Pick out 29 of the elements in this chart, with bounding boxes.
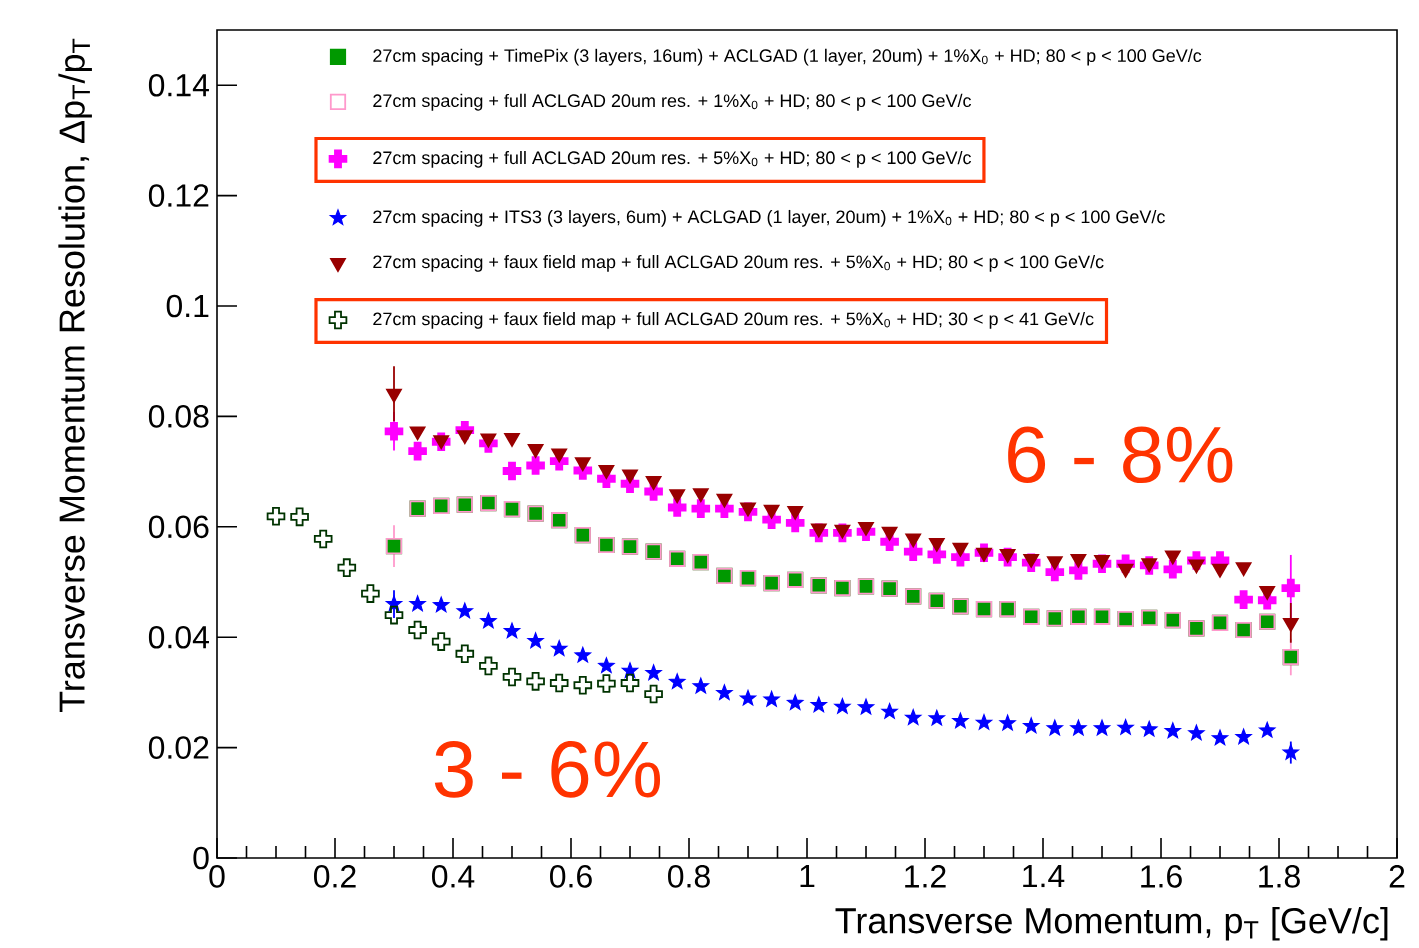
annotation: 6 - 8% <box>1008 426 1233 484</box>
y-tick-label: 0.04 <box>148 625 209 649</box>
x-axis-title: Transverse Momentum, p$_{T}$ [GeV/c] <box>835 907 1388 941</box>
x-tick-label: 1.8 <box>1259 865 1300 888</box>
y-tick-label: 0.06 <box>148 515 209 539</box>
legend-label: 27cm spacing + faux field map + full ACLGAD 20um res. + 5%X$_{0}$ + HD; 30 < p < 41 GeV/c <box>373 312 1094 329</box>
x-tick-label: 0.4 <box>432 865 475 888</box>
x-tick-label: 0 <box>209 865 225 888</box>
x-tick-label: 1.2 <box>905 865 946 888</box>
x-tick-label: 1.4 <box>1023 865 1065 888</box>
y-tick-label: 0.08 <box>148 405 209 428</box>
x-tick-label: 2 <box>1389 865 1405 888</box>
y-tick-label: 0.02 <box>148 736 209 759</box>
legend-label: 27cm spacing + ITS3 (3 layers, 6um) + ACLGAD (1 layer, 20um) + 1%X$_{0}$ + HD; 80 < p < 100 GeV/c <box>373 209 1165 227</box>
x-tick-label: 0.2 <box>314 865 356 888</box>
x-tick-label: 0.6 <box>550 865 592 888</box>
legend-label: 27cm spacing + faux field map + full ACLGAD 20um res. + 5%X$_{0}$ + HD; 80 < p < 100 GeV/c <box>373 254 1104 272</box>
legend-label: 27cm spacing + full ACLGAD 20um res. + 5%X$_{0}$ + HD; 80 < p < 100 GeV/c <box>373 150 972 168</box>
legend-label: 27cm spacing + TimePix (3 layers, 16um) + ACLGAD (1 layer, 20um) + 1%X$_{0}$ + HD; 80 < p < 100 GeV/c <box>373 48 1202 66</box>
y-tick-label: 0.14 <box>148 73 209 97</box>
annotation: 3 - 6% <box>434 741 661 798</box>
y-axis-title: Transverse Momentum Resolution, Δp$_{T}$/p$_{T}$ <box>58 38 92 713</box>
y-tick-label: 0.12 <box>148 184 209 207</box>
x-tick-label: 1.6 <box>1141 865 1182 888</box>
x-tick-label: 1 <box>800 865 815 888</box>
y-tick-label: 0.1 <box>166 294 209 318</box>
x-tick-label: 0.8 <box>668 865 710 888</box>
y-tick-label: 0 <box>193 846 209 870</box>
legend-label: 27cm spacing + full ACLGAD 20um res. + 1%X$_{0}$ + HD; 80 < p < 100 GeV/c <box>373 93 972 111</box>
